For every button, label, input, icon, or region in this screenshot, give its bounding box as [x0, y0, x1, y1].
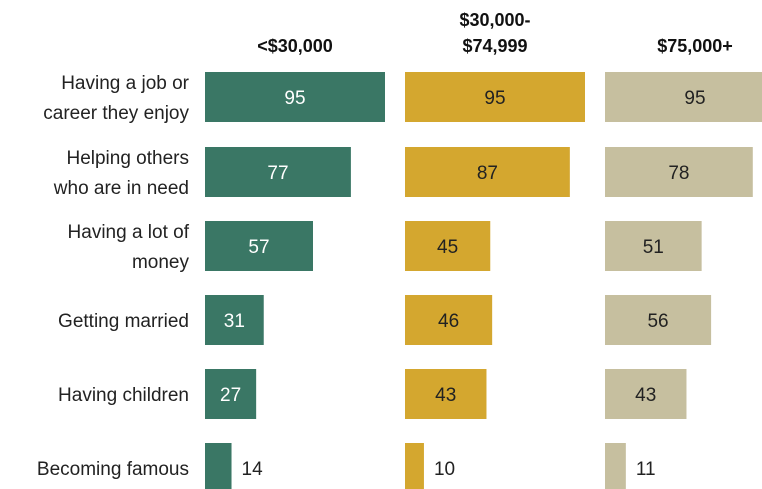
category-label-6-line-1: Becoming famous	[37, 459, 189, 480]
value-label-series3-row6: 11	[636, 459, 656, 480]
bar-series1-row3	[205, 221, 313, 271]
category-label-5-line-1: Having children	[58, 385, 189, 406]
category-label-3-line-2: money	[132, 252, 190, 273]
bar-series3-row4	[605, 295, 712, 345]
value-label-series2-row5: 43	[435, 385, 456, 406]
bar-series1-row2	[205, 147, 351, 197]
value-label-series1-row6: 14	[242, 459, 264, 480]
category-label-1-line-1: Having a job or	[61, 73, 189, 94]
value-label-series3-row4: 56	[647, 311, 668, 332]
bar-series3-row5	[605, 369, 687, 419]
column-header-1-line-1: <$30,000	[257, 36, 333, 56]
value-label-series1-row3: 57	[248, 237, 269, 258]
bar-series1-row4	[205, 295, 264, 345]
value-label-series3-row2: 78	[668, 163, 689, 184]
category-label-1-line-2: career they enjoy	[43, 103, 189, 124]
column-header-2-line-1: $30,000-	[459, 10, 530, 30]
bar-series3-row2	[605, 147, 753, 197]
bar-series2-row5	[405, 369, 487, 419]
bar-series2-row2	[405, 147, 570, 197]
bar-series1-row1	[205, 72, 385, 122]
value-label-series2-row6: 10	[434, 459, 455, 480]
value-label-series3-row5: 43	[635, 385, 656, 406]
value-label-series1-row4: 31	[224, 311, 245, 332]
bar-series1-row5	[205, 369, 257, 419]
value-label-series2-row3: 45	[437, 237, 458, 258]
value-label-series1-row2: 77	[267, 163, 288, 184]
category-label-2-line-2: who are in need	[53, 178, 189, 199]
bar-series2-row6	[405, 443, 424, 489]
bar-series1-row6	[205, 443, 232, 489]
bar-series3-row3	[605, 221, 702, 271]
bar-series2-row3	[405, 221, 491, 271]
bar-series3-row6	[605, 443, 626, 489]
bar-series2-row4	[405, 295, 493, 345]
column-header-3-line-1: $75,000+	[657, 36, 733, 56]
value-label-series2-row1: 95	[484, 88, 505, 109]
column-header-2-line-2: $74,999	[462, 36, 527, 56]
value-label-series1-row5: 27	[220, 385, 241, 406]
value-label-series3-row3: 51	[643, 237, 664, 258]
value-label-series3-row1: 95	[684, 88, 705, 109]
value-label-series2-row2: 87	[477, 163, 498, 184]
category-label-3-line-1: Having a lot of	[68, 222, 190, 243]
category-label-2-line-1: Helping others	[66, 148, 189, 169]
bar-series2-row1	[405, 72, 585, 122]
value-label-series2-row4: 46	[438, 311, 459, 332]
bar-series3-row1	[605, 72, 762, 122]
category-label-4-line-1: Getting married	[58, 311, 189, 332]
value-label-series1-row1: 95	[284, 88, 305, 109]
